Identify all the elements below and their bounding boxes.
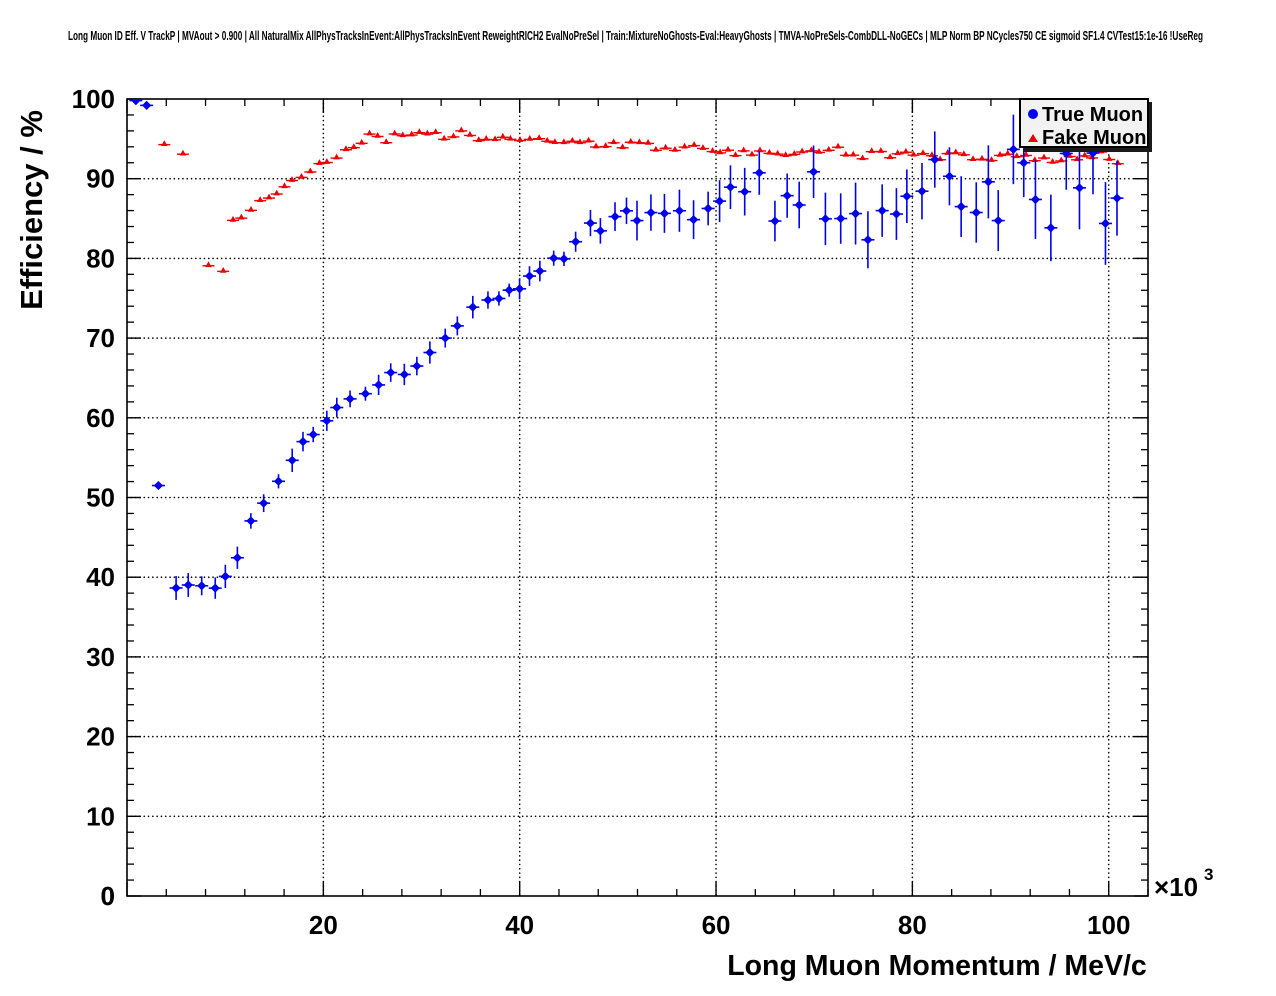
svg-text:Efficiency / %: Efficiency / %: [14, 110, 49, 310]
svg-text:80: 80: [898, 910, 927, 940]
svg-text:20: 20: [86, 722, 115, 752]
svg-text:3: 3: [1204, 865, 1213, 884]
svg-text:×10: ×10: [1154, 872, 1198, 902]
svg-text:40: 40: [86, 562, 115, 592]
svg-text:40: 40: [505, 910, 534, 940]
svg-text:70: 70: [86, 323, 115, 353]
svg-text:30: 30: [86, 642, 115, 672]
svg-text:True Muon: True Muon: [1042, 104, 1143, 126]
svg-text:100: 100: [1087, 910, 1130, 940]
svg-text:60: 60: [702, 910, 731, 940]
svg-text:80: 80: [86, 243, 115, 273]
svg-text:90: 90: [86, 164, 115, 194]
svg-text:Long Muon Momentum / MeV/c: Long Muon Momentum / MeV/c: [727, 950, 1147, 982]
svg-text:20: 20: [309, 910, 338, 940]
svg-text:0: 0: [101, 881, 115, 911]
svg-text:Fake Muon: Fake Muon: [1042, 127, 1146, 149]
svg-text:100: 100: [72, 84, 115, 114]
svg-text:10: 10: [86, 801, 115, 831]
svg-text:Long Muon ID Eff. V TrackP | M: Long Muon ID Eff. V TrackP | MVAout > 0.…: [68, 28, 1203, 43]
svg-text:60: 60: [86, 403, 115, 433]
svg-text:50: 50: [86, 483, 115, 513]
